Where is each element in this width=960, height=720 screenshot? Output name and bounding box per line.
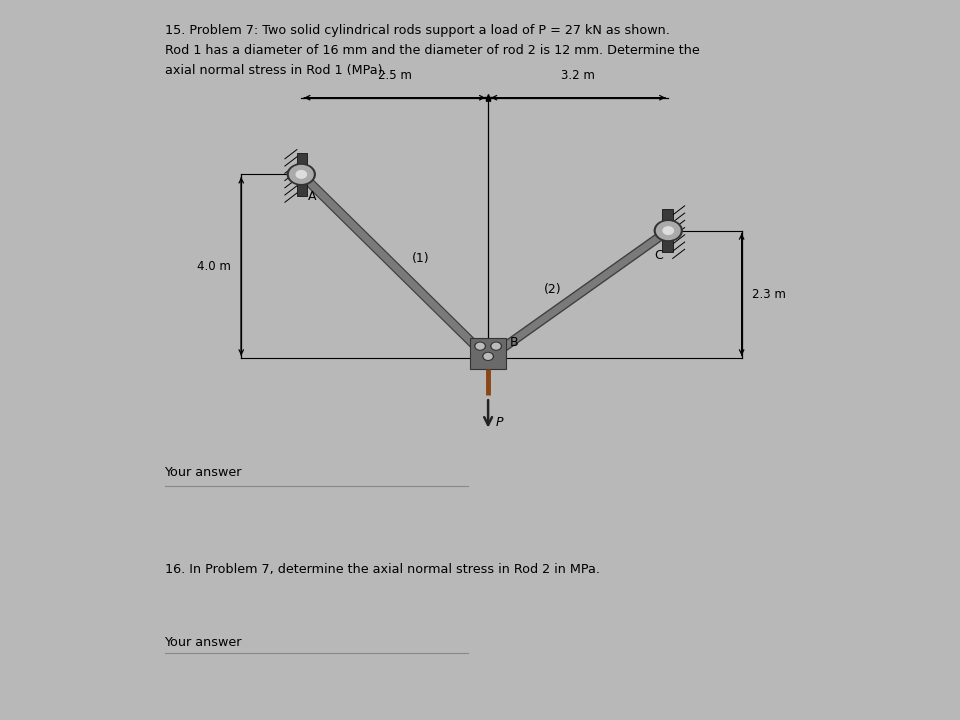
Bar [662,209,673,252]
Circle shape [289,165,314,184]
Text: B: B [510,336,518,349]
Circle shape [482,352,494,361]
Text: C: C [654,248,663,261]
Text: A: A [308,189,317,203]
Circle shape [474,341,486,351]
Text: (1): (1) [412,252,429,265]
Bar [297,153,307,196]
Text: 4.0 m: 4.0 m [198,260,231,273]
Text: 16. In Problem 7, determine the axial normal stress in Rod 2 in MPa.: 16. In Problem 7, determine the axial no… [164,563,599,576]
Bar [469,338,507,369]
Circle shape [287,163,316,186]
Circle shape [656,221,681,240]
Circle shape [492,343,501,350]
Text: 15. Problem 7: Two solid cylindrical rods support a load of P = 27 kN as shown.: 15. Problem 7: Two solid cylindrical rod… [164,24,669,37]
Circle shape [654,220,683,242]
Circle shape [662,226,674,235]
Text: 2.3 m: 2.3 m [752,288,785,301]
Text: (2): (2) [544,283,562,296]
Text: P: P [496,416,504,429]
Text: Rod 1 has a diameter of 16 mm and the diameter of rod 2 is 12 mm. Determine the: Rod 1 has a diameter of 16 mm and the di… [164,44,699,57]
Text: 2.5 m: 2.5 m [378,69,412,82]
Text: Your answer: Your answer [164,636,242,649]
Circle shape [475,343,485,350]
Text: axial normal stress in Rod 1 (MPa).: axial normal stress in Rod 1 (MPa). [164,65,386,78]
Text: Your answer: Your answer [164,466,242,479]
Circle shape [296,170,307,179]
Text: 3.2 m: 3.2 m [562,69,595,82]
Circle shape [491,341,502,351]
Circle shape [484,353,492,360]
